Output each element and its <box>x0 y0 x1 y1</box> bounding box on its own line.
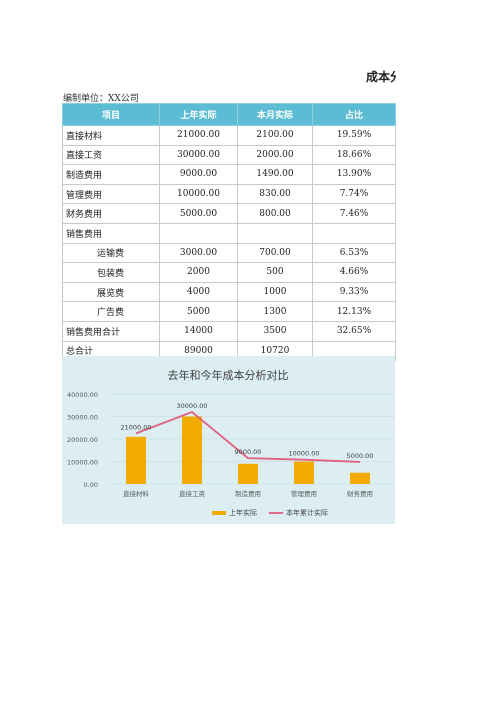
x-tick-label: 直接材料 <box>123 489 150 498</box>
row-name-cell: 展览费 <box>62 281 160 303</box>
table-body: 直接材料 21000.00 2100.00 19.59% 直接工资 30000.00 200… <box>62 125 396 362</box>
row-name-cell: 销售费用合计 <box>62 320 160 342</box>
bar-prev-year <box>182 416 202 484</box>
chart-title: 去年和今年成本分析对比 <box>168 368 289 382</box>
bar-prev-year <box>350 472 370 484</box>
table-row: 广告费 5000 1300 12.13% <box>62 301 396 322</box>
chart-area: 去年和今年成本分析对比 0.00 10000.00 20000.00 30000.00 4… <box>62 356 395 524</box>
row-this-month-cell: 1300 <box>237 301 313 322</box>
row-prev-year-cell: 5000 <box>159 301 238 322</box>
row-ratio-cell: 7.74% <box>312 183 396 205</box>
table-row: 展览费 4000 1000 9.33% <box>62 281 396 303</box>
row-prev-year-cell: 3000.00 <box>159 242 238 264</box>
legend-swatch-prev-year <box>212 511 226 515</box>
table-row: 直接材料 21000.00 2100.00 19.59% <box>62 125 396 146</box>
x-tick-label: 直接工资 <box>179 489 206 498</box>
row-prev-year-cell: 21000.00 <box>159 125 238 146</box>
row-ratio-cell: 18.66% <box>312 144 396 166</box>
table-row: 制造费用 9000.00 1490.00 13.90% <box>62 164 396 185</box>
row-prev-year-cell <box>159 222 238 244</box>
y-tick-label: 20000.00 <box>67 436 98 444</box>
row-ratio-cell: 19.59% <box>312 125 396 146</box>
row-name-cell: 直接材料 <box>62 125 160 146</box>
row-prev-year-cell: 5000.00 <box>159 203 238 224</box>
table-row: 包装费 2000 500 4.66% <box>62 262 396 283</box>
x-tick-label: 管理费用 <box>291 489 317 498</box>
table-row: 销售费用合计 14000 3500 32.65% <box>62 320 396 342</box>
bar-data-label: 30000.00 <box>176 402 207 410</box>
row-this-month-cell: 1490.00 <box>237 164 313 185</box>
bar-data-label: 9000.00 <box>235 448 262 456</box>
row-this-month-cell: 2100.00 <box>237 125 313 146</box>
row-this-month-cell: 830.00 <box>237 183 313 205</box>
row-this-month-cell: 800.00 <box>237 203 313 224</box>
row-this-month-cell: 500 <box>237 262 313 283</box>
row-prev-year-cell: 9000.00 <box>159 164 238 185</box>
comparison-chart: 去年和今年成本分析对比 0.00 10000.00 20000.00 30000.00 4… <box>67 368 395 517</box>
row-name-cell: 广告费 <box>62 301 160 322</box>
row-ratio-cell: 4.66% <box>312 262 396 283</box>
cost-table: 项目 上年实际 本月实际 占比 直接材料 21000.00 2100.00 19.59… <box>62 103 396 362</box>
row-name-cell: 制造费用 <box>62 164 160 185</box>
row-name-cell: 直接工资 <box>62 144 160 166</box>
company-unit: 编制单位：XX公司 <box>63 94 139 104</box>
legend-label-prev-year: 上年实际 <box>229 508 257 517</box>
report-title: 成本分析表 <box>366 70 396 84</box>
row-this-month-cell: 700.00 <box>237 242 313 264</box>
bar-prev-year <box>126 436 146 484</box>
row-prev-year-cell: 14000 <box>159 320 238 342</box>
bar-prev-year <box>294 461 314 484</box>
y-tick-label: 0.00 <box>84 481 98 489</box>
row-prev-year-cell: 30000.00 <box>159 144 238 166</box>
row-name-cell: 包装费 <box>62 262 160 283</box>
row-this-month-cell <box>237 222 313 244</box>
row-prev-year-cell: 2000 <box>159 262 238 283</box>
y-tick-label: 10000.00 <box>67 459 98 467</box>
col-header-prev-year: 上年实际 <box>159 103 238 126</box>
row-name-cell: 财务费用 <box>62 203 160 224</box>
y-tick-label: 40000.00 <box>67 391 98 399</box>
table-row: 运输费 3000.00 700.00 6.53% <box>62 242 396 264</box>
bar-data-label: 21000.00 <box>120 423 151 431</box>
table-row: 管理费用 10000.00 830.00 7.74% <box>62 183 396 205</box>
row-this-month-cell: 1000 <box>237 281 313 303</box>
row-ratio-cell <box>312 222 396 244</box>
table-row: 财务费用 5000.00 800.00 7.46% <box>62 203 396 224</box>
legend-label-current-year: 本年累计实际 <box>286 508 328 517</box>
col-header-ratio: 占比 <box>312 103 396 126</box>
row-ratio-cell: 7.46% <box>312 203 396 224</box>
row-ratio-cell: 12.13% <box>312 301 396 322</box>
row-this-month-cell: 2000.00 <box>237 144 313 166</box>
table-row: 直接工资 30000.00 2000.00 18.66% <box>62 144 396 166</box>
x-tick-label: 制造费用 <box>235 489 261 498</box>
col-header-this-month: 本月实际 <box>237 103 313 126</box>
table-row: 销售费用 <box>62 222 396 244</box>
row-prev-year-cell: 4000 <box>159 281 238 303</box>
row-name-cell: 销售费用 <box>62 222 160 244</box>
row-name-cell: 运输费 <box>62 242 160 264</box>
bar-prev-year <box>238 463 258 484</box>
row-name-cell: 管理费用 <box>62 183 160 205</box>
table-header-row: 项目 上年实际 本月实际 占比 <box>62 103 396 126</box>
row-ratio-cell: 13.90% <box>312 164 396 185</box>
row-ratio-cell: 32.65% <box>312 320 396 342</box>
row-ratio-cell: 9.33% <box>312 281 396 303</box>
x-tick-label: 财务费用 <box>347 489 373 498</box>
row-this-month-cell: 3500 <box>237 320 313 342</box>
bar-data-label: 10000.00 <box>288 450 319 458</box>
row-prev-year-cell: 10000.00 <box>159 183 238 205</box>
row-ratio-cell: 6.53% <box>312 242 396 264</box>
line-current-year <box>135 410 361 463</box>
col-header-item: 项目 <box>62 103 160 126</box>
bar-data-label: 5000.00 <box>347 452 374 460</box>
y-tick-label: 30000.00 <box>67 414 98 422</box>
